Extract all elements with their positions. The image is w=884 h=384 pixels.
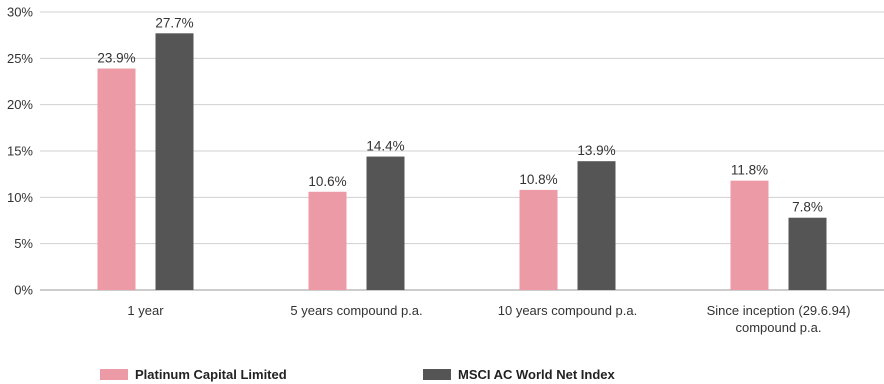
legend: Platinum Capital Limited MSCI AC World N…: [0, 366, 884, 384]
data-label: 14.4%: [366, 139, 404, 154]
data-labels: 23.9% 27.7% 10.6% 14.4% 10.8% 13.9% 11.8% 7.8%: [97, 15, 823, 214]
y-tick-label: 30%: [7, 5, 33, 20]
data-label: 7.8%: [792, 200, 823, 215]
legend-label-platinum: Platinum Capital Limited: [135, 366, 287, 382]
legend-label-msci: MSCI AC World Net Index: [458, 366, 615, 382]
data-label: 27.7%: [155, 15, 193, 30]
y-tick-label: 25%: [7, 51, 33, 66]
legend-swatch-msci: [423, 368, 451, 380]
y-tick-label: 10%: [7, 190, 33, 205]
y-tick-label: 20%: [7, 97, 33, 112]
category-label: Since inception (29.6.94): [707, 303, 851, 318]
y-tick-label: 0%: [14, 283, 33, 298]
bar-msci: [788, 217, 827, 290]
category-labels: 1 year 5 years compound p.a. 10 years comp…: [127, 303, 850, 335]
bar-platinum: [97, 68, 136, 290]
bar-platinum: [308, 191, 347, 290]
data-label: 23.9%: [97, 51, 135, 66]
data-label: 10.8%: [519, 172, 557, 187]
bar-chart: 0% 5% 10% 15% 20% 25% 30% 23.9% 27.7% 10.6% 14.4%…: [7, 5, 884, 335]
category-label: 5 years compound p.a.: [290, 303, 422, 318]
bars: [97, 33, 827, 291]
y-tick-label: 5%: [14, 236, 33, 251]
legend-item-platinum: Platinum Capital Limited: [100, 366, 287, 382]
bar-msci: [155, 33, 194, 291]
legend-item-msci: MSCI AC World Net Index: [423, 366, 615, 382]
data-label: 11.8%: [731, 163, 768, 178]
category-label: compound p.a.: [735, 320, 821, 335]
y-tick-label: 15%: [7, 144, 33, 159]
y-axis-ticks: 0% 5% 10% 15% 20% 25% 30%: [7, 5, 33, 298]
category-label: 1 year: [127, 303, 164, 318]
bar-msci: [577, 161, 616, 290]
bar-platinum: [519, 189, 558, 290]
data-label: 13.9%: [577, 143, 615, 158]
bar-platinum: [730, 180, 769, 290]
bar-msci: [366, 156, 405, 290]
data-label: 10.6%: [308, 174, 346, 189]
category-label: 10 years compound p.a.: [498, 303, 637, 318]
legend-swatch-platinum: [100, 368, 128, 380]
